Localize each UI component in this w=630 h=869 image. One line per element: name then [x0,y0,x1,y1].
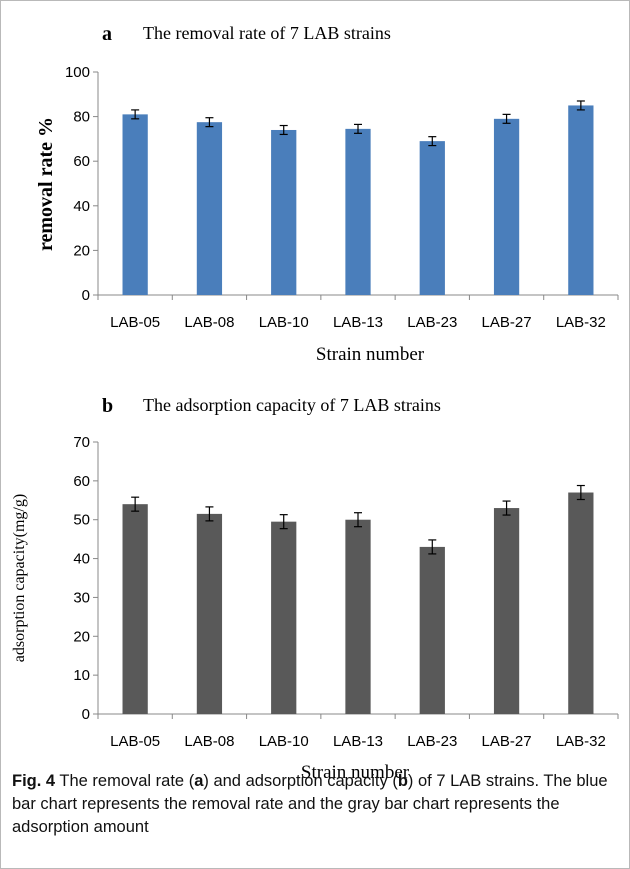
panel-a-bar [568,105,594,295]
figure-caption: Fig. 4 The removal rate (a) and adsorpti… [12,770,612,839]
panel-b-y-tick-label: 0 [82,706,90,723]
panel-b-bar [122,504,148,714]
panel-b-category-label: LAB-27 [482,733,532,750]
panel-b-category-label: LAB-05 [110,733,160,750]
panel-a-y-tick-label: 40 [73,198,90,215]
panel-b-y-tick-label: 60 [73,473,90,490]
caption-text-part2: ) and adsorption capacity ( [203,772,398,790]
panel-b-category-label: LAB-08 [184,733,234,750]
panel-a-ylabel: removal rate % [35,117,57,251]
panel-a-bar [271,129,297,295]
panel-b-y-tick-label: 10 [73,667,90,684]
panel-b-y-tick-label: 50 [73,512,90,529]
panel-a-bar [419,141,445,295]
panel-b-title: The adsorption capacity of 7 LAB strains [143,395,441,415]
panel-a-bar [196,122,223,295]
panel-b-category-label: LAB-23 [407,733,457,750]
panel-a-y-tick-label: 60 [73,153,90,170]
panel-b-y-tick-label: 40 [73,551,90,568]
panel-b-bar [345,519,371,714]
chart-panel-a: a The removal rate of 7 LAB strains remo… [35,23,619,365]
panel-a-bar [122,114,148,296]
panel-b-y-tick-label: 70 [73,434,90,451]
panel-b-y-tick-label: 30 [73,589,90,606]
panel-a-y-tick-label: 80 [73,109,90,126]
caption-text-part3: ) of 7 LAB strains. The blue bar chart r… [12,772,608,836]
panel-a-category-label: LAB-05 [110,314,160,331]
panel-b-y-tick-label: 20 [73,628,90,645]
panel-a-bar [345,128,371,295]
panel-b-letter: b [102,395,113,417]
panel-a-category-label: LAB-10 [259,314,309,331]
caption-figure-label: Fig. 4 [12,772,56,790]
caption-text-part1: The removal rate ( [59,772,195,790]
panel-b-bar [568,492,594,714]
panel-a-title: The removal rate of 7 LAB strains [143,23,391,43]
panel-a-letter: a [102,23,112,45]
caption-letter-a: a [194,772,204,790]
panel-b-bar [419,546,445,714]
panel-a-category-label: LAB-08 [184,314,234,331]
panel-a-y-tick-label: 0 [82,287,90,304]
panel-a-xlabel: Strain number [316,344,425,365]
panel-a-category-label: LAB-23 [407,314,457,331]
chart-panel-b: b The adsorption capacity of 7 LAB strai… [11,395,619,783]
panel-a-category-label: LAB-13 [333,314,383,331]
panel-b-bar [493,508,520,714]
panel-b-category-label: LAB-13 [333,733,383,750]
caption-letter-b: b [397,772,408,790]
panel-a-category-label: LAB-27 [482,314,532,331]
panel-a-category-label: LAB-32 [556,314,606,331]
panel-b-category-label: LAB-10 [259,733,309,750]
panel-b-bar [271,521,297,714]
panel-a-bar [493,118,520,295]
panel-b-category-label: LAB-32 [556,733,606,750]
panel-b-xlabel: Strain number [301,762,410,783]
panel-a-y-tick-label: 20 [73,242,90,259]
panel-b-bar [196,513,223,714]
panel-a-y-tick-label: 100 [65,64,90,81]
panel-b-ylabel: adsorption capacity(mg/g) [11,494,28,662]
